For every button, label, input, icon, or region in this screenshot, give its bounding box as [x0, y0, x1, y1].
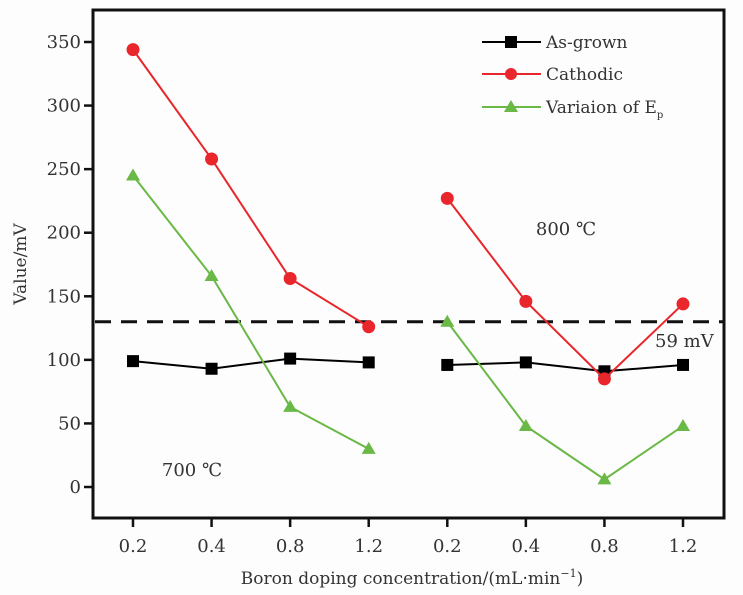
data-point-triangle — [283, 399, 298, 412]
group-label-800: 800 ℃ — [536, 219, 596, 240]
data-point-square — [362, 356, 375, 369]
data-point-triangle — [676, 418, 690, 431]
y-tick-label: 250 — [47, 159, 81, 180]
data-point-circle — [205, 152, 219, 166]
data-point-square — [127, 355, 139, 368]
data-point-triangle — [597, 472, 612, 485]
y-tick-label: 150 — [47, 286, 81, 307]
legend-marker-triangle — [504, 100, 518, 112]
data-point-triangle — [440, 314, 455, 327]
x-tick-label: 0.2 — [433, 536, 462, 557]
data-point-square — [441, 358, 454, 371]
data-point-circle — [126, 43, 140, 57]
x-tick-label: 0.8 — [276, 536, 305, 557]
legend-label-cathodic: Cathodic — [546, 65, 623, 85]
plot-frame — [91, 8, 726, 520]
legend-marker-circle — [505, 68, 517, 80]
data-point-circle — [440, 191, 454, 205]
legend-label-variation: Variaion of Ep — [545, 98, 663, 121]
data-point-triangle — [518, 418, 533, 431]
data-point-square — [519, 356, 532, 369]
y-tick-label: 300 — [47, 96, 81, 117]
data-point-triangle — [126, 168, 140, 181]
legend: As-grown Cathodic Variaion of Ep — [482, 33, 663, 121]
series-line-as-grown — [447, 361, 684, 373]
data-point-circle — [362, 320, 376, 334]
data-point-circle — [283, 271, 297, 285]
x-tick-label: 0.2 — [119, 536, 148, 557]
y-tick-label: 350 — [47, 32, 81, 53]
y-tick-label: 100 — [47, 350, 81, 371]
legend-label-variation-sub: p — [657, 110, 663, 121]
legend-item-variation: Variaion of Ep — [482, 98, 663, 121]
data-point-triangle — [204, 268, 219, 281]
series-line-cathodic — [132, 49, 370, 328]
data-point-square — [205, 362, 218, 375]
data-point-circle — [519, 294, 533, 308]
reference-line-label: 59 mV — [655, 331, 715, 352]
y-tick-label: 200 — [47, 223, 81, 244]
data-point-square — [677, 358, 689, 371]
x-tick-label: 0.4 — [197, 536, 226, 557]
series-line-as-grown — [132, 357, 369, 370]
x-axis-title-end: ) — [577, 569, 584, 589]
x-tick-label: 0.4 — [512, 536, 541, 557]
x-axis-title-sup: −1 — [560, 567, 576, 580]
data-point-circle — [597, 372, 611, 386]
legend-marker-square — [505, 36, 517, 48]
data-point-triangle — [361, 441, 376, 454]
legend-item-cathodic: Cathodic — [482, 65, 623, 85]
y-tick-label: 0 — [70, 477, 81, 498]
series-line-cathodic — [446, 197, 684, 381]
series-line-variaion-of-e — [132, 174, 370, 450]
y-tick-label: 50 — [58, 413, 81, 434]
x-axis-title: Boron doping concentration/(mL·min−1) — [241, 567, 583, 589]
x-tick-label: 1.2 — [669, 536, 698, 557]
legend-item-as-grown: As-grown — [482, 33, 628, 53]
data-point-square — [284, 352, 297, 365]
legend-label-as-grown: As-grown — [545, 33, 628, 53]
y-axis-title: Value/mV — [11, 223, 31, 306]
group-label-700: 700 ℃ — [162, 460, 222, 481]
series-line-variaion-of-e — [446, 321, 684, 481]
x-tick-label: 0.8 — [590, 536, 619, 557]
legend-label-variation-main: Variaion of E — [545, 98, 657, 118]
data-point-circle — [676, 297, 690, 311]
x-tick-label: 1.2 — [354, 536, 383, 557]
x-axis-title-main: Boron doping concentration/(mL·min — [241, 569, 561, 589]
